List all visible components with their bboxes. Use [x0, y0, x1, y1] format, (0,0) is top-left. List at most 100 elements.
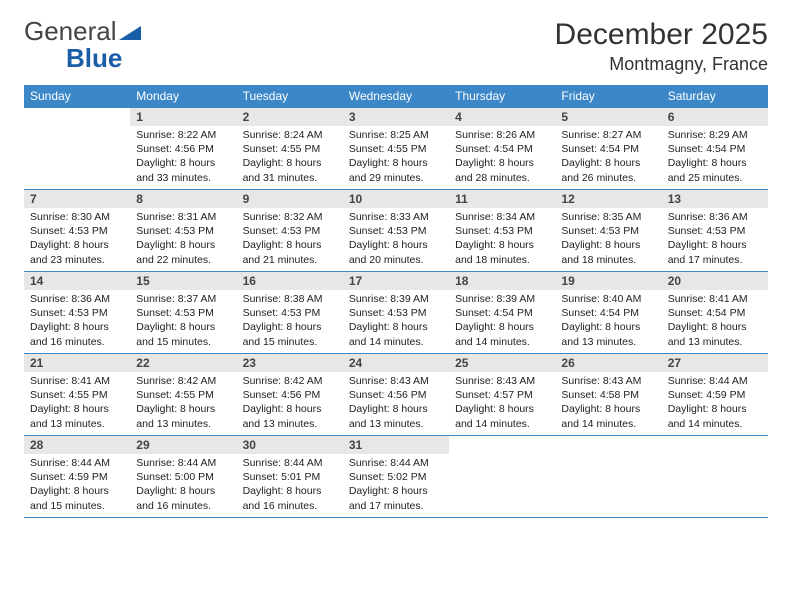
calendar-table: SundayMondayTuesdayWednesdayThursdayFrid… [24, 85, 768, 518]
day-number: 8 [130, 190, 236, 208]
day-details: Sunrise: 8:25 AMSunset: 4:55 PMDaylight:… [343, 126, 449, 189]
day-details: Sunrise: 8:43 AMSunset: 4:58 PMDaylight:… [555, 372, 661, 435]
day-details: Sunrise: 8:35 AMSunset: 4:53 PMDaylight:… [555, 208, 661, 271]
day-number: 12 [555, 190, 661, 208]
calendar-cell: 7Sunrise: 8:30 AMSunset: 4:53 PMDaylight… [24, 190, 130, 272]
calendar-cell: 9Sunrise: 8:32 AMSunset: 4:53 PMDaylight… [237, 190, 343, 272]
calendar-cell: 8Sunrise: 8:31 AMSunset: 4:53 PMDaylight… [130, 190, 236, 272]
day-number: 31 [343, 436, 449, 454]
title-block: December 2025 Montmagny, France [555, 18, 768, 75]
day-number: 29 [130, 436, 236, 454]
day-details: Sunrise: 8:44 AMSunset: 4:59 PMDaylight:… [662, 372, 768, 435]
day-details: Sunrise: 8:43 AMSunset: 4:57 PMDaylight:… [449, 372, 555, 435]
logo-text-general: General [24, 16, 117, 46]
day-number: 24 [343, 354, 449, 372]
calendar-cell: 23Sunrise: 8:42 AMSunset: 4:56 PMDayligh… [237, 354, 343, 436]
day-number: 23 [237, 354, 343, 372]
day-details: Sunrise: 8:32 AMSunset: 4:53 PMDaylight:… [237, 208, 343, 271]
day-details: Sunrise: 8:40 AMSunset: 4:54 PMDaylight:… [555, 290, 661, 353]
page-subtitle: Montmagny, France [555, 54, 768, 75]
calendar-cell: 1Sunrise: 8:22 AMSunset: 4:56 PMDaylight… [130, 108, 236, 190]
day-number: 18 [449, 272, 555, 290]
day-details: Sunrise: 8:42 AMSunset: 4:55 PMDaylight:… [130, 372, 236, 435]
calendar-cell: 27Sunrise: 8:44 AMSunset: 4:59 PMDayligh… [662, 354, 768, 436]
calendar-cell: 13Sunrise: 8:36 AMSunset: 4:53 PMDayligh… [662, 190, 768, 272]
calendar-cell: 17Sunrise: 8:39 AMSunset: 4:53 PMDayligh… [343, 272, 449, 354]
calendar-cell: 4Sunrise: 8:26 AMSunset: 4:54 PMDaylight… [449, 108, 555, 190]
calendar-row: 7Sunrise: 8:30 AMSunset: 4:53 PMDaylight… [24, 190, 768, 272]
day-details: Sunrise: 8:38 AMSunset: 4:53 PMDaylight:… [237, 290, 343, 353]
day-details: Sunrise: 8:44 AMSunset: 5:01 PMDaylight:… [237, 454, 343, 517]
weekday-header: Wednesday [343, 85, 449, 108]
day-number: 15 [130, 272, 236, 290]
day-details: Sunrise: 8:27 AMSunset: 4:54 PMDaylight:… [555, 126, 661, 189]
calendar-cell: 5Sunrise: 8:27 AMSunset: 4:54 PMDaylight… [555, 108, 661, 190]
calendar-body: 1Sunrise: 8:22 AMSunset: 4:56 PMDaylight… [24, 108, 768, 518]
day-details: Sunrise: 8:33 AMSunset: 4:53 PMDaylight:… [343, 208, 449, 271]
day-details: Sunrise: 8:43 AMSunset: 4:56 PMDaylight:… [343, 372, 449, 435]
calendar-row: 1Sunrise: 8:22 AMSunset: 4:56 PMDaylight… [24, 108, 768, 190]
empty-cell [24, 108, 130, 126]
calendar-cell: 24Sunrise: 8:43 AMSunset: 4:56 PMDayligh… [343, 354, 449, 436]
calendar-cell: 16Sunrise: 8:38 AMSunset: 4:53 PMDayligh… [237, 272, 343, 354]
calendar-cell: 26Sunrise: 8:43 AMSunset: 4:58 PMDayligh… [555, 354, 661, 436]
calendar-cell [555, 436, 661, 518]
calendar-cell: 18Sunrise: 8:39 AMSunset: 4:54 PMDayligh… [449, 272, 555, 354]
weekday-header: Saturday [662, 85, 768, 108]
calendar-cell: 11Sunrise: 8:34 AMSunset: 4:53 PMDayligh… [449, 190, 555, 272]
calendar-cell [662, 436, 768, 518]
calendar-cell [449, 436, 555, 518]
calendar-cell: 22Sunrise: 8:42 AMSunset: 4:55 PMDayligh… [130, 354, 236, 436]
calendar-cell: 29Sunrise: 8:44 AMSunset: 5:00 PMDayligh… [130, 436, 236, 518]
page-title: December 2025 [555, 18, 768, 52]
day-details: Sunrise: 8:41 AMSunset: 4:55 PMDaylight:… [24, 372, 130, 435]
day-number: 1 [130, 108, 236, 126]
calendar-cell: 20Sunrise: 8:41 AMSunset: 4:54 PMDayligh… [662, 272, 768, 354]
day-details: Sunrise: 8:36 AMSunset: 4:53 PMDaylight:… [24, 290, 130, 353]
weekday-header: Friday [555, 85, 661, 108]
calendar-cell: 14Sunrise: 8:36 AMSunset: 4:53 PMDayligh… [24, 272, 130, 354]
logo: General Blue [24, 18, 141, 73]
calendar-cell [24, 108, 130, 190]
calendar-row: 28Sunrise: 8:44 AMSunset: 4:59 PMDayligh… [24, 436, 768, 518]
calendar-cell: 30Sunrise: 8:44 AMSunset: 5:01 PMDayligh… [237, 436, 343, 518]
day-number: 14 [24, 272, 130, 290]
day-number: 17 [343, 272, 449, 290]
day-details: Sunrise: 8:30 AMSunset: 4:53 PMDaylight:… [24, 208, 130, 271]
calendar-cell: 12Sunrise: 8:35 AMSunset: 4:53 PMDayligh… [555, 190, 661, 272]
day-number: 7 [24, 190, 130, 208]
day-number: 11 [449, 190, 555, 208]
weekday-header-row: SundayMondayTuesdayWednesdayThursdayFrid… [24, 85, 768, 108]
weekday-header: Thursday [449, 85, 555, 108]
day-number: 27 [662, 354, 768, 372]
day-number: 2 [237, 108, 343, 126]
day-number: 26 [555, 354, 661, 372]
day-details: Sunrise: 8:31 AMSunset: 4:53 PMDaylight:… [130, 208, 236, 271]
day-details: Sunrise: 8:42 AMSunset: 4:56 PMDaylight:… [237, 372, 343, 435]
calendar-cell: 3Sunrise: 8:25 AMSunset: 4:55 PMDaylight… [343, 108, 449, 190]
day-number: 9 [237, 190, 343, 208]
day-details: Sunrise: 8:37 AMSunset: 4:53 PMDaylight:… [130, 290, 236, 353]
day-number: 6 [662, 108, 768, 126]
day-number: 20 [662, 272, 768, 290]
day-number: 3 [343, 108, 449, 126]
day-number: 28 [24, 436, 130, 454]
day-details: Sunrise: 8:29 AMSunset: 4:54 PMDaylight:… [662, 126, 768, 189]
calendar-cell: 31Sunrise: 8:44 AMSunset: 5:02 PMDayligh… [343, 436, 449, 518]
logo-triangle-icon [119, 22, 141, 45]
day-number: 16 [237, 272, 343, 290]
day-number: 19 [555, 272, 661, 290]
day-number: 13 [662, 190, 768, 208]
day-details: Sunrise: 8:36 AMSunset: 4:53 PMDaylight:… [662, 208, 768, 271]
calendar-cell: 28Sunrise: 8:44 AMSunset: 4:59 PMDayligh… [24, 436, 130, 518]
day-number: 4 [449, 108, 555, 126]
day-details: Sunrise: 8:44 AMSunset: 5:02 PMDaylight:… [343, 454, 449, 517]
day-number: 21 [24, 354, 130, 372]
day-number: 10 [343, 190, 449, 208]
calendar-row: 14Sunrise: 8:36 AMSunset: 4:53 PMDayligh… [24, 272, 768, 354]
calendar-cell: 21Sunrise: 8:41 AMSunset: 4:55 PMDayligh… [24, 354, 130, 436]
day-details: Sunrise: 8:41 AMSunset: 4:54 PMDaylight:… [662, 290, 768, 353]
day-details: Sunrise: 8:44 AMSunset: 4:59 PMDaylight:… [24, 454, 130, 517]
day-details: Sunrise: 8:34 AMSunset: 4:53 PMDaylight:… [449, 208, 555, 271]
calendar-cell: 25Sunrise: 8:43 AMSunset: 4:57 PMDayligh… [449, 354, 555, 436]
